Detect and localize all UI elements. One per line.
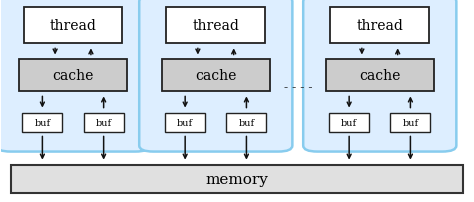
FancyBboxPatch shape xyxy=(11,165,463,193)
Text: buf: buf xyxy=(34,118,50,127)
Text: thread: thread xyxy=(50,19,96,33)
FancyBboxPatch shape xyxy=(162,60,270,92)
FancyBboxPatch shape xyxy=(83,113,124,132)
Text: thread: thread xyxy=(356,19,403,33)
FancyBboxPatch shape xyxy=(139,0,292,152)
Text: cache: cache xyxy=(52,69,94,83)
FancyBboxPatch shape xyxy=(326,60,434,92)
Text: buf: buf xyxy=(402,118,419,127)
FancyBboxPatch shape xyxy=(391,113,430,132)
FancyBboxPatch shape xyxy=(329,113,369,132)
FancyBboxPatch shape xyxy=(166,8,265,44)
Text: buf: buf xyxy=(177,118,193,127)
FancyBboxPatch shape xyxy=(0,0,150,152)
Text: - - - -: - - - - xyxy=(283,81,312,94)
Text: memory: memory xyxy=(206,172,268,186)
Text: buf: buf xyxy=(96,118,112,127)
FancyBboxPatch shape xyxy=(303,0,456,152)
FancyBboxPatch shape xyxy=(19,60,127,92)
Text: cache: cache xyxy=(359,69,401,83)
Text: buf: buf xyxy=(238,118,255,127)
FancyBboxPatch shape xyxy=(330,8,429,44)
Text: buf: buf xyxy=(341,118,357,127)
FancyBboxPatch shape xyxy=(24,8,122,44)
Text: thread: thread xyxy=(192,19,239,33)
FancyBboxPatch shape xyxy=(22,113,63,132)
Text: cache: cache xyxy=(195,69,237,83)
FancyBboxPatch shape xyxy=(227,113,266,132)
FancyBboxPatch shape xyxy=(165,113,205,132)
